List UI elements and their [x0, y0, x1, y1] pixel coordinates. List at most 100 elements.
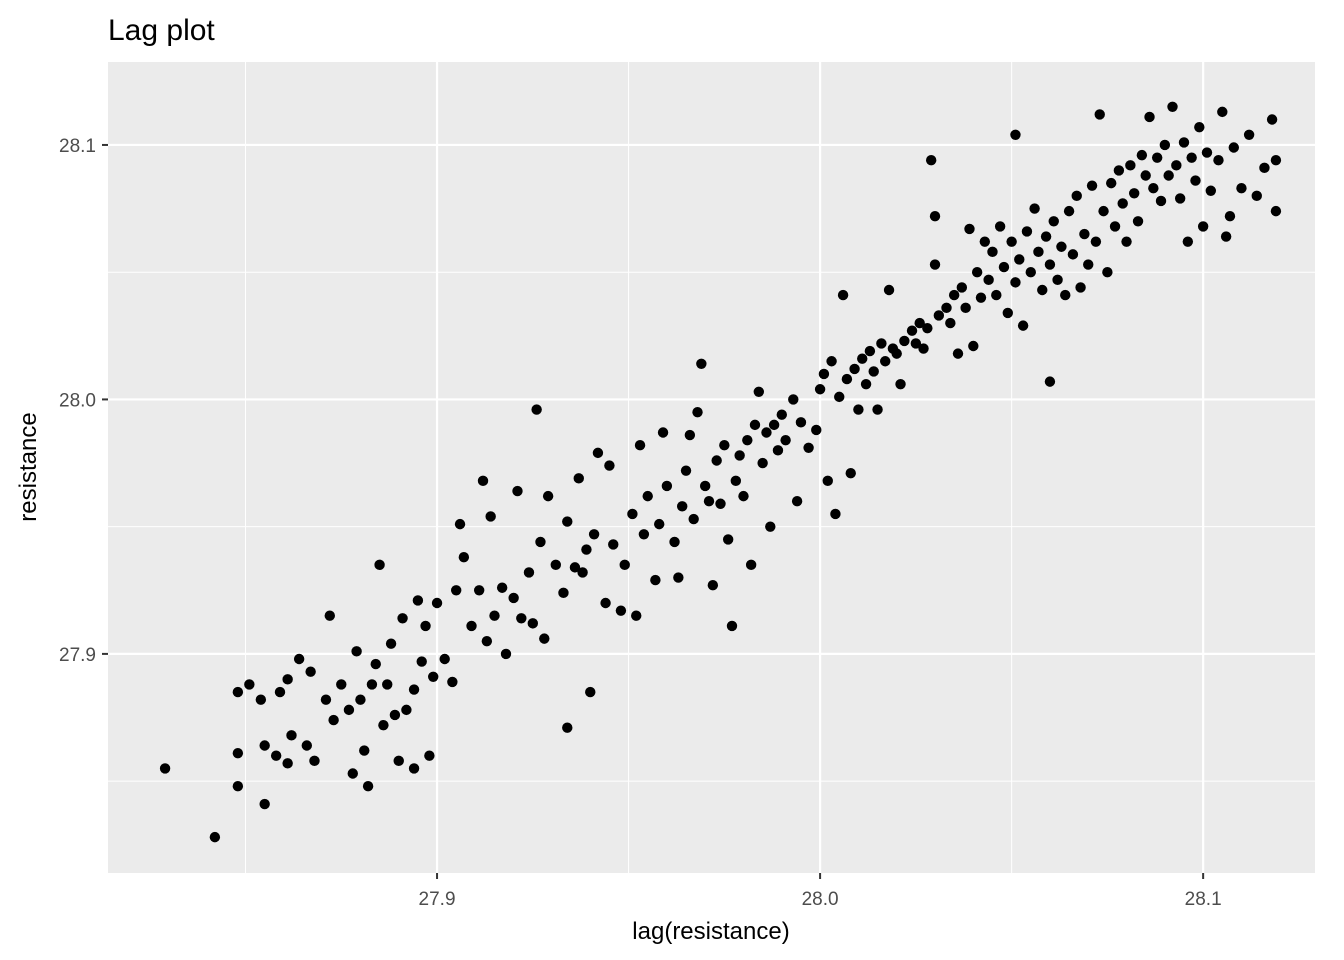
point: [795, 417, 807, 428]
point: [765, 521, 776, 532]
point: [1010, 277, 1021, 288]
point: [1190, 175, 1201, 186]
point: [1270, 155, 1282, 166]
point: [428, 671, 439, 683]
point: [382, 679, 393, 690]
chart-title: Lag plot: [108, 14, 215, 47]
point: [899, 335, 910, 347]
point: [1090, 236, 1102, 247]
point: [282, 674, 293, 685]
point: [450, 585, 462, 596]
point: [1136, 149, 1148, 161]
point: [542, 490, 554, 502]
point: [895, 378, 906, 390]
point: [1243, 129, 1255, 140]
point: [1178, 137, 1190, 148]
point: [581, 544, 592, 555]
point: [1044, 376, 1056, 387]
point: [1148, 183, 1159, 194]
point: [1220, 231, 1232, 242]
point: [1171, 160, 1182, 171]
point: [244, 679, 255, 690]
point: [535, 536, 546, 548]
point: [673, 572, 684, 583]
point: [910, 338, 922, 349]
point: [757, 457, 768, 469]
point: [803, 442, 814, 453]
point: [730, 475, 742, 487]
point: [359, 745, 370, 756]
point: [293, 653, 305, 665]
point: [477, 475, 489, 487]
point: [320, 694, 332, 705]
point: [585, 686, 596, 698]
point: [738, 490, 749, 502]
point: [860, 378, 872, 390]
point: [1140, 170, 1151, 181]
point: [1067, 249, 1079, 260]
point: [776, 409, 787, 420]
point: [1144, 111, 1155, 123]
point: [573, 473, 584, 484]
point: [948, 289, 960, 301]
point: [868, 366, 879, 377]
point: [397, 613, 408, 624]
point: [378, 719, 389, 731]
point: [420, 620, 431, 632]
point: [1056, 241, 1067, 252]
point: [684, 429, 696, 441]
point: [1132, 216, 1144, 227]
point: [742, 434, 753, 446]
x-tick-label: 28.1: [1185, 889, 1222, 910]
point: [1159, 139, 1171, 151]
point: [1102, 266, 1113, 278]
point: [328, 714, 339, 726]
point: [232, 781, 244, 792]
point: [1213, 155, 1224, 166]
point: [577, 567, 588, 578]
point: [473, 585, 485, 596]
point: [255, 694, 267, 705]
point: [1044, 259, 1056, 270]
point: [676, 501, 688, 512]
point: [1259, 162, 1270, 174]
point: [1040, 231, 1052, 242]
point: [523, 567, 535, 578]
point: [945, 317, 956, 329]
point: [1194, 121, 1205, 133]
point: [1151, 152, 1163, 163]
point: [914, 317, 925, 329]
x-tick-label: 27.9: [419, 889, 456, 910]
point: [343, 704, 355, 716]
point: [500, 648, 512, 660]
point: [998, 261, 1010, 273]
point: [508, 592, 519, 604]
point: [209, 831, 221, 843]
point: [768, 419, 780, 431]
point: [569, 562, 581, 573]
point: [979, 236, 991, 247]
point: [562, 722, 573, 733]
point: [1052, 274, 1063, 286]
point: [286, 730, 297, 741]
point: [688, 513, 699, 525]
point: [1063, 205, 1075, 217]
point: [968, 340, 979, 352]
point: [983, 274, 994, 286]
point: [1224, 211, 1236, 222]
point: [1048, 216, 1059, 227]
point: [826, 356, 837, 367]
point: [481, 635, 493, 647]
point: [604, 460, 615, 471]
point: [941, 302, 952, 314]
point: [929, 259, 941, 270]
point: [324, 610, 335, 621]
point: [960, 302, 971, 314]
point: [1086, 180, 1098, 191]
point: [362, 781, 374, 792]
point: [489, 610, 500, 621]
point: [1186, 152, 1197, 163]
point: [1098, 205, 1109, 217]
point: [707, 579, 719, 591]
